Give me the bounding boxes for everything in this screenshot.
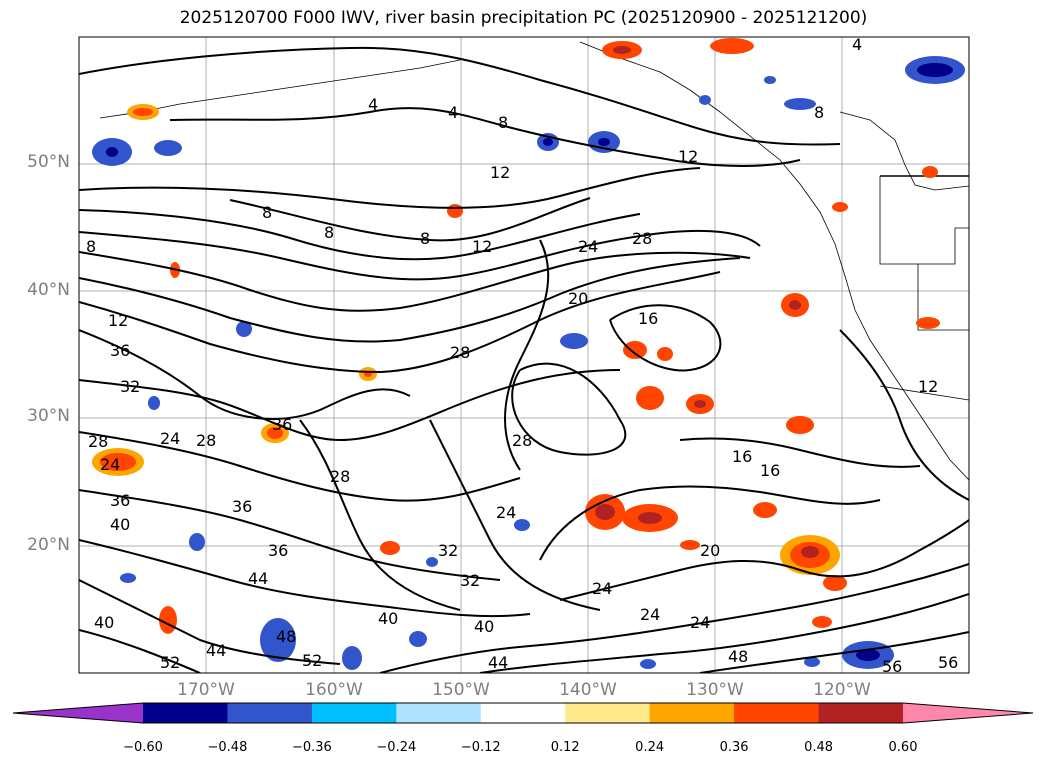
contour-label: 32 xyxy=(120,377,140,396)
lon-label: 140°W xyxy=(559,680,617,700)
contour-label: 40 xyxy=(110,515,130,534)
contour-label: 44 xyxy=(488,653,508,672)
colorbar-tick-label: 0.36 xyxy=(719,740,749,755)
contour-label: 24 xyxy=(592,579,612,598)
contour-label: 8 xyxy=(86,237,96,256)
contour-label: 16 xyxy=(638,309,658,328)
contour-label: 28 xyxy=(88,432,108,451)
colorbar-bins xyxy=(143,703,904,723)
contour-label: 36 xyxy=(232,497,252,516)
colorbar-bin xyxy=(227,703,313,723)
contour-label: 16 xyxy=(760,461,780,480)
contour-label: 44 xyxy=(206,641,226,660)
lat-label: 50°N xyxy=(27,152,70,172)
colorbar-tick-label: −0.48 xyxy=(207,740,248,755)
contour-label: 8 xyxy=(420,229,430,248)
colorbar-tick-label: 0.12 xyxy=(550,740,580,755)
contour-label: 32 xyxy=(438,541,458,560)
lon-label: 170°W xyxy=(177,680,235,700)
contour-label: 44 xyxy=(248,569,268,588)
contour-label: 20 xyxy=(568,289,588,308)
lat-label: 40°N xyxy=(27,280,70,300)
contour-label: 24 xyxy=(100,455,120,474)
contour-label: 12 xyxy=(678,147,698,166)
colorbar-bin xyxy=(311,703,397,723)
colorbar-tick-label: −0.60 xyxy=(123,740,163,755)
colorbar-bin xyxy=(480,703,566,723)
contour-label: 8 xyxy=(324,223,334,242)
colorbar-bin xyxy=(818,703,904,723)
contour-label: 24 xyxy=(640,605,660,624)
lon-label: 120°W xyxy=(813,680,871,700)
contour-label: 24 xyxy=(690,613,710,632)
contour-label: 36 xyxy=(268,541,288,560)
map-frame xyxy=(78,36,970,674)
contour-label: 4 xyxy=(852,35,862,54)
contour-label: 12 xyxy=(918,377,938,396)
contour-label: 12 xyxy=(108,311,128,330)
colorbar-tick-label: −0.24 xyxy=(376,740,417,755)
contour-label: 24 xyxy=(160,429,180,448)
contour-label: 36 xyxy=(110,491,130,510)
colorbar-bin xyxy=(734,703,820,723)
lat-label: 30°N xyxy=(27,406,70,426)
colorbar-extend-high xyxy=(903,703,1033,723)
contour-label: 48 xyxy=(728,647,748,666)
contour-label: 52 xyxy=(302,651,322,670)
contour-label: 28 xyxy=(330,467,350,486)
colorbar-bin xyxy=(649,703,735,723)
contour-label: 28 xyxy=(196,431,216,450)
contour-label: 56 xyxy=(938,653,958,672)
contour-label: 36 xyxy=(272,415,292,434)
contour-label: 28 xyxy=(450,343,470,362)
colorbar-tick-label: 0.60 xyxy=(888,740,918,755)
contour-label: 28 xyxy=(512,431,532,450)
colorbar-bin xyxy=(396,703,482,723)
contour-label: 8 xyxy=(498,113,508,132)
contour-label: 16 xyxy=(732,447,752,466)
contour-label: 12 xyxy=(472,237,492,256)
contour-label: 40 xyxy=(378,609,398,628)
contour-label: 40 xyxy=(474,617,494,636)
lon-label: 130°W xyxy=(686,680,744,700)
colorbar-bin xyxy=(143,703,228,723)
contour-label: 56 xyxy=(882,657,902,676)
contour-label: 8 xyxy=(262,203,272,222)
lon-label: 160°W xyxy=(305,680,363,700)
contour-label: 28 xyxy=(632,229,652,248)
colorbar-extend-low xyxy=(13,703,143,723)
colorbar-bin xyxy=(565,703,651,723)
colorbar-tick-label: −0.36 xyxy=(291,740,332,755)
contour-label: 4 xyxy=(448,103,458,122)
contour-label: 20 xyxy=(700,541,720,560)
contour-label: 52 xyxy=(160,653,180,672)
colorbar-tick-label: 0.48 xyxy=(804,740,834,755)
contour-label: 12 xyxy=(490,163,510,182)
colorbar-tick-label: 0.24 xyxy=(635,740,665,755)
contour-label: 32 xyxy=(460,571,480,590)
contour-label: 4 xyxy=(368,95,378,114)
iwv-contours xyxy=(79,46,969,673)
contour-label: 40 xyxy=(94,613,114,632)
contour-labels: 4 4 8 12 12 12 8 8 8 8 12 24 28 20 16 12… xyxy=(86,35,958,676)
positive-patches xyxy=(92,38,940,634)
gridlines xyxy=(79,37,969,673)
contour-label: 8 xyxy=(814,103,824,122)
contour-label: 48 xyxy=(276,627,296,646)
map-title: 2025120700 F000 IWV, river basin precipi… xyxy=(179,8,868,28)
lat-label: 20°N xyxy=(27,535,70,555)
colorbar-tick-label: −0.12 xyxy=(460,740,501,755)
lon-label: 150°W xyxy=(432,680,490,700)
colorbar xyxy=(12,702,1034,724)
contour-label: 24 xyxy=(578,237,598,256)
contour-label: 24 xyxy=(496,503,516,522)
contour-label: 36 xyxy=(110,341,130,360)
